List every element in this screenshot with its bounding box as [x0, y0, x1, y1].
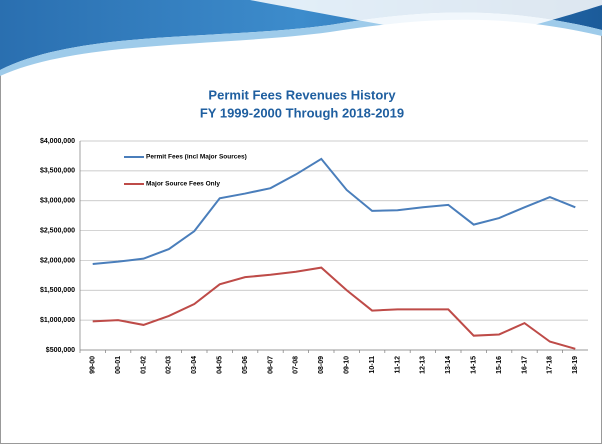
x-tick-label: 17-18	[547, 356, 554, 374]
y-tick-label: $500,000	[46, 347, 75, 354]
y-tick-label: $1,500,000	[40, 287, 75, 294]
x-tick-label: 12-13	[420, 356, 427, 374]
x-tick-label: 16-17	[521, 356, 528, 374]
x-tick-label: 05-06	[242, 356, 249, 374]
series-line	[92, 266, 576, 350]
y-tick-label: $2,500,000	[40, 227, 75, 234]
x-tick-label: 03-04	[191, 356, 198, 374]
x-tick-label: 08-09	[318, 356, 325, 374]
y-tick-label: $3,500,000	[40, 168, 75, 175]
y-tick-label: $4,000,000	[40, 138, 75, 145]
x-tick-label: 04-05	[217, 356, 224, 374]
plot: $500,000 $1,000,000 $1,500,000 $2,000,000 $2…	[40, 138, 588, 374]
x-tick-label: 09-10	[344, 356, 351, 374]
chart-title: Permit Fees Revenues History	[208, 87, 396, 102]
y-tick-label: $3,000,000	[40, 198, 75, 205]
header-wave	[0, 0, 602, 70]
legend-label: Major Source Fees Only	[146, 181, 220, 188]
x-tick-label: 10-11	[369, 356, 376, 374]
header-highlight	[250, 0, 602, 40]
y-tick-label: $2,000,000	[40, 257, 75, 264]
x-tick-label: 06-07	[267, 356, 274, 374]
legend-label: Permit Fees (incl Major Sources)	[146, 154, 247, 161]
y-tick-label: $1,000,000	[40, 317, 75, 324]
chart-subtitle: FY 1999-2000 Through 2018-2019	[200, 105, 404, 120]
x-tick-label: 14-15	[471, 356, 478, 374]
x-tick-label: 99-00	[90, 356, 97, 374]
x-tick-label: 02-03	[166, 356, 173, 374]
x-tick-label: 01-02	[140, 356, 147, 374]
x-tick-label: 13-14	[445, 356, 452, 374]
series-line	[92, 157, 576, 266]
x-tick-label: 11-12	[394, 356, 401, 374]
x-tick-label: 00-01	[115, 356, 122, 374]
x-tick-label: 18-19	[572, 356, 579, 374]
x-tick-label: 07-08	[293, 356, 300, 374]
x-tick-label: 15-16	[496, 356, 503, 374]
